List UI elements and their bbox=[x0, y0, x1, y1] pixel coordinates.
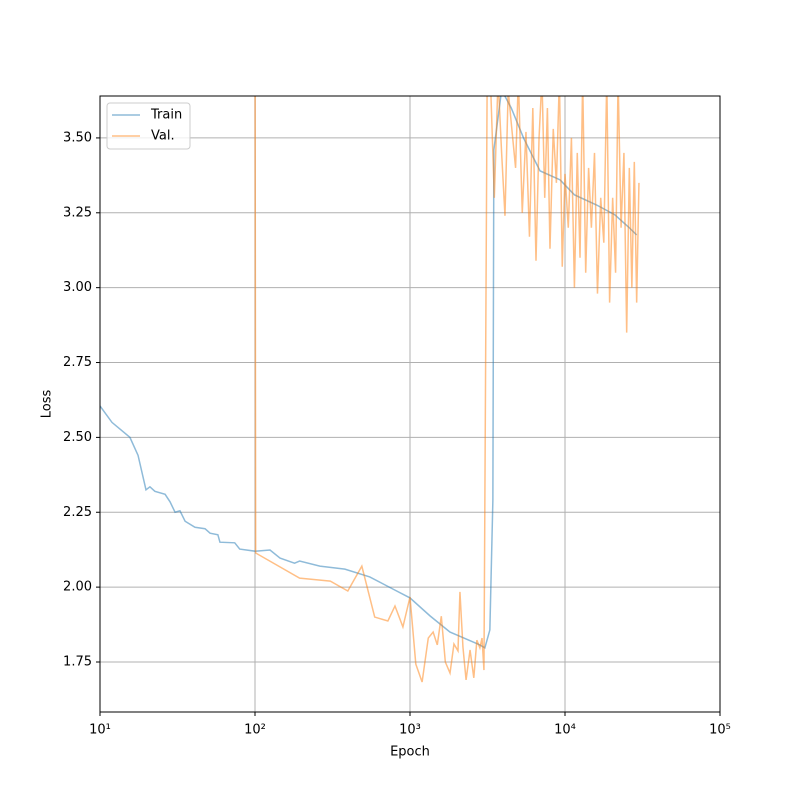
legend-label: Train bbox=[150, 108, 182, 123]
legend: Train Val. bbox=[106, 102, 191, 150]
y-tick-label: 2.75 bbox=[63, 355, 92, 370]
y-tick-label: 3.25 bbox=[63, 205, 92, 220]
x-tick-label: 10² bbox=[244, 723, 266, 738]
line bbox=[254, 96, 640, 683]
x-tick-label: 10⁵ bbox=[709, 723, 731, 738]
y-tick-label: 3.00 bbox=[63, 280, 92, 295]
y-tick-label: 2.25 bbox=[63, 505, 92, 520]
x-tick-label: 10¹ bbox=[89, 723, 111, 738]
x-tick-label: 10³ bbox=[399, 723, 421, 738]
y-tick-label: 3.50 bbox=[63, 130, 92, 145]
x-tick-label: 10⁴ bbox=[554, 723, 576, 738]
plot-area bbox=[100, 96, 640, 683]
y-axis-label: Loss bbox=[40, 390, 55, 419]
legend-label: Val. bbox=[151, 129, 175, 144]
y-tick-label: 2.50 bbox=[63, 430, 92, 445]
x-axis-label: Epoch bbox=[390, 745, 430, 760]
plot-frame bbox=[99, 95, 721, 713]
y-tick-label: 1.75 bbox=[63, 654, 92, 669]
y-tick-label: 2.00 bbox=[63, 580, 92, 595]
